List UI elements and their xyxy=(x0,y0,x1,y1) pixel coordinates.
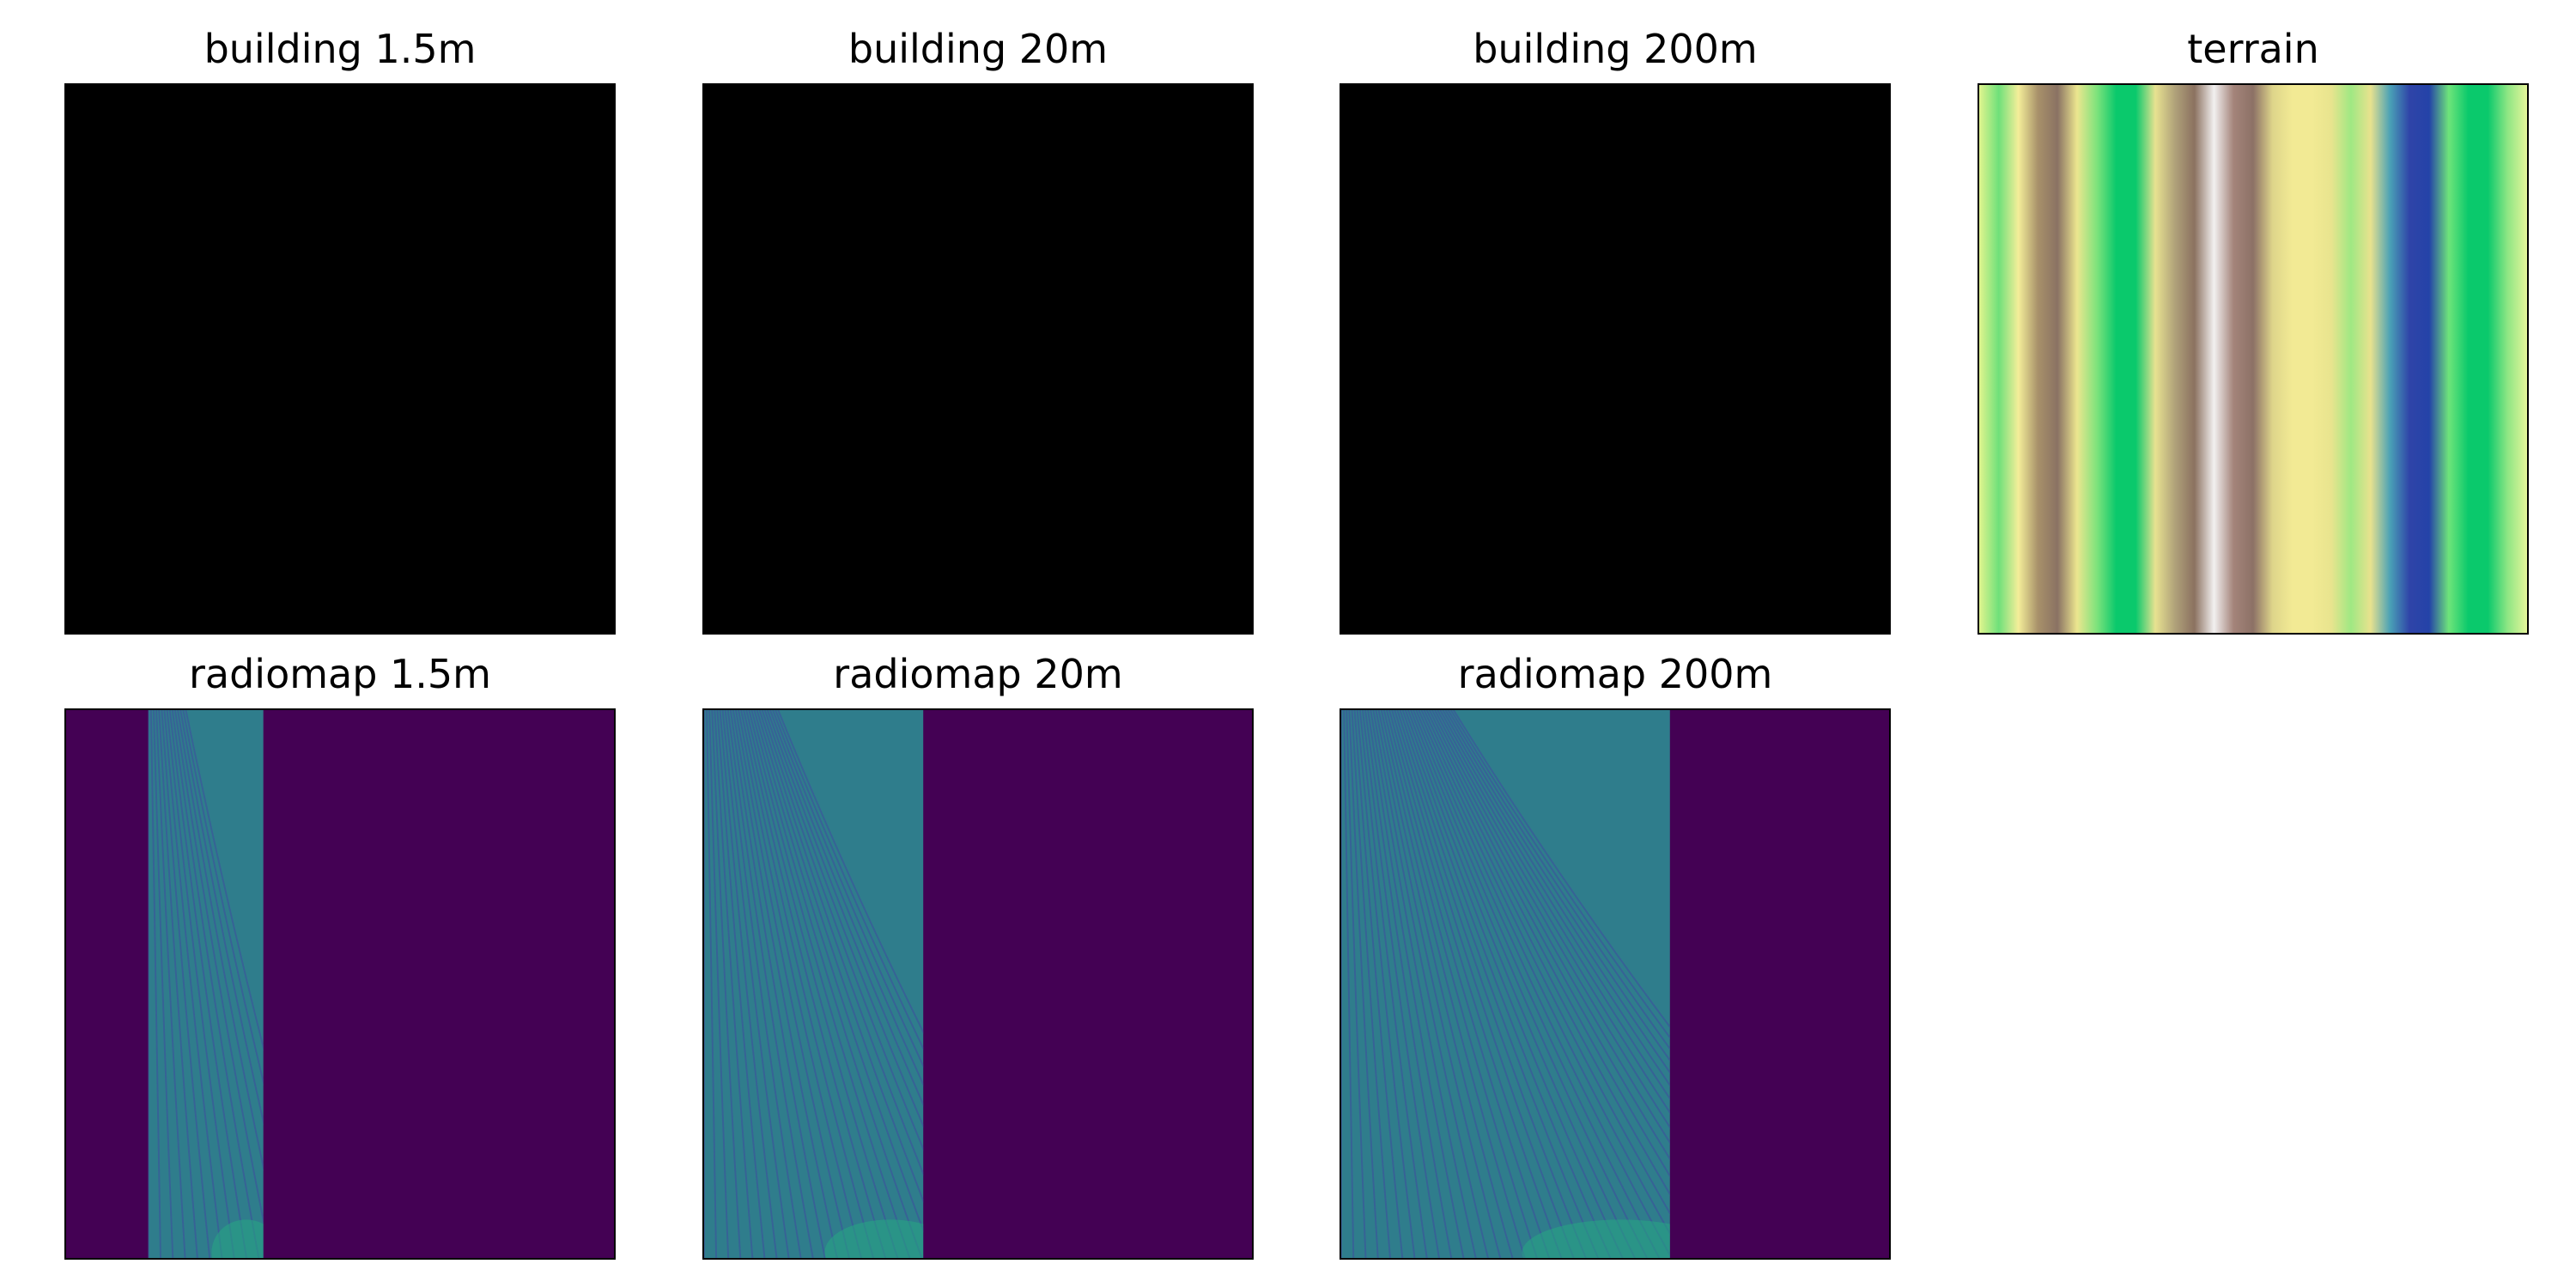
radiomap-source-hotspot xyxy=(1522,1219,1670,1258)
panel-title-building-200m: building 200m xyxy=(1473,26,1758,72)
radiomap-source-hotspot xyxy=(824,1219,924,1258)
radiomap-coverage-band xyxy=(1341,710,1670,1258)
panel-title-building-20m: building 20m xyxy=(848,26,1109,72)
panel-title-radiomap-200m: radiomap 200m xyxy=(1457,651,1773,697)
radiomap-fringes xyxy=(704,710,924,1258)
building-map-200m xyxy=(1340,83,1891,635)
building-map-20m xyxy=(702,83,1254,635)
panel-title-radiomap-20m: radiomap 20m xyxy=(833,651,1123,697)
radiomap-image-200m xyxy=(1341,710,1889,1258)
radiomap-fringes xyxy=(148,710,264,1258)
radiomap-image-1-5m xyxy=(66,710,614,1258)
panel-title-terrain: terrain xyxy=(2187,26,2319,72)
radiomap-20m xyxy=(702,708,1254,1260)
radiomap-1-5m xyxy=(64,708,616,1260)
panel-title-radiomap-1-5m: radiomap 1.5m xyxy=(188,651,491,697)
terrain-stripes xyxy=(1979,85,2527,633)
terrain-map xyxy=(1978,83,2529,635)
building-map-1-5m xyxy=(64,83,616,635)
terrain-image xyxy=(1979,85,2527,633)
radiomap-fringes xyxy=(1341,710,1670,1258)
radiomap-200m xyxy=(1340,708,1891,1260)
radiomap-image-20m xyxy=(704,710,1252,1258)
radiomap-coverage-band xyxy=(704,710,924,1258)
panel-title-building-1-5m: building 1.5m xyxy=(204,26,477,72)
radiomap-source-hotspot xyxy=(211,1219,264,1258)
